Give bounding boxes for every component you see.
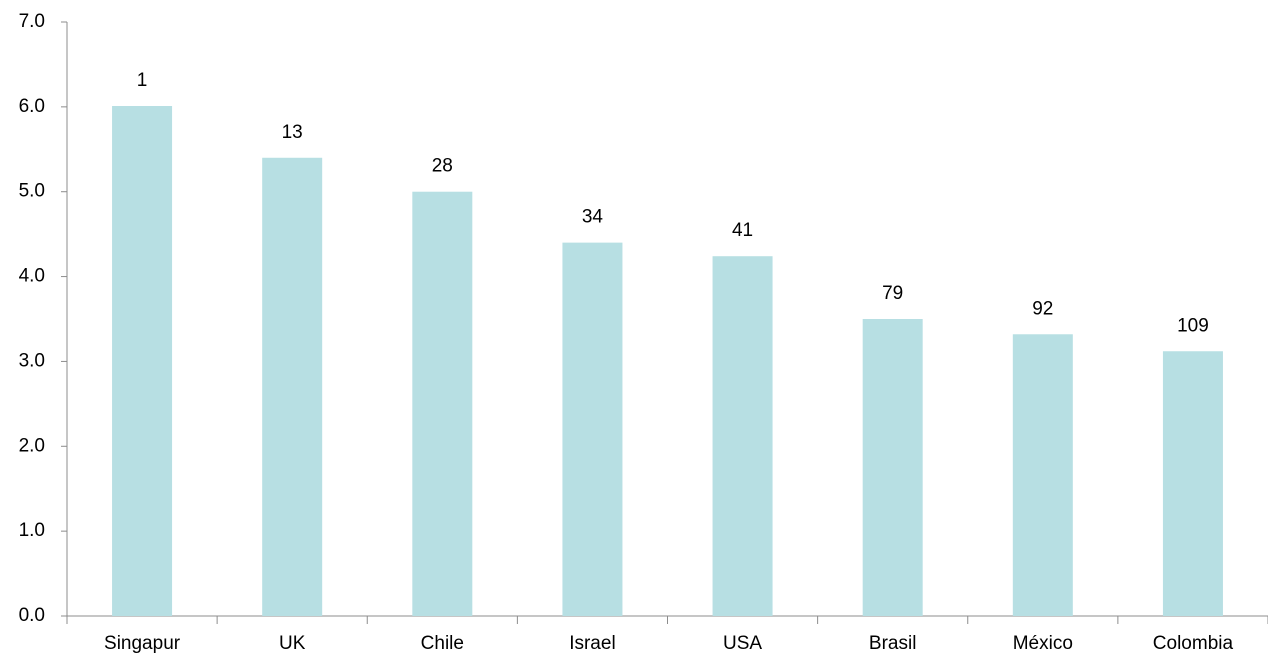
rank-label: 34 (582, 207, 604, 228)
rank-label: 28 (432, 156, 453, 177)
x-tick-label: Singapur (104, 633, 181, 654)
bar (562, 242, 623, 616)
rank-label: 1 (137, 70, 148, 91)
rank-label: 13 (282, 122, 303, 143)
bar (1162, 351, 1223, 616)
y-tick-label: 3.0 (19, 350, 45, 371)
y-tick-label: 5.0 (19, 181, 45, 202)
x-tick-label: USA (723, 633, 762, 654)
x-tick-label: Israel (569, 633, 615, 654)
bar (412, 191, 473, 616)
bar (712, 256, 773, 616)
y-tick-label: 2.0 (19, 435, 45, 456)
rank-label: 79 (882, 283, 903, 304)
bar (262, 157, 323, 616)
bar (862, 319, 923, 616)
x-tick-label: Brasil (869, 633, 917, 654)
y-tick-label: 0.0 (19, 605, 45, 626)
x-tick-label: Colombia (1153, 633, 1234, 654)
bar (1012, 334, 1073, 616)
y-tick-label: 7.0 (19, 11, 45, 32)
y-tick-label: 4.0 (19, 266, 45, 287)
rank-label: 92 (1032, 298, 1053, 319)
y-tick-label: 1.0 (19, 520, 45, 541)
rank-label: 41 (732, 220, 753, 241)
x-tick-label: México (1013, 633, 1073, 654)
rank-label: 109 (1177, 315, 1209, 336)
x-tick-label: Chile (421, 633, 464, 654)
x-tick-label: UK (279, 633, 306, 654)
bar (112, 106, 173, 616)
y-tick-label: 6.0 (19, 96, 45, 117)
